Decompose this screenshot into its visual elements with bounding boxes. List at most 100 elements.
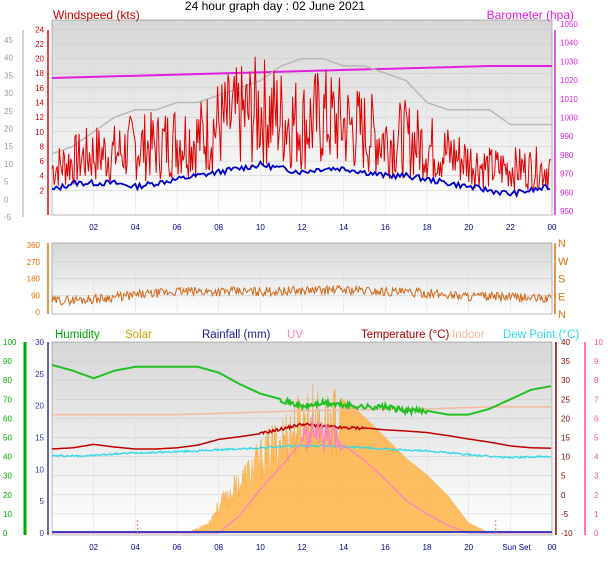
x-tick-label: 08 (214, 543, 223, 552)
chart-title: 24 hour graph day : 02 June 2021 (185, 0, 365, 13)
temp-tick-label: -5 (561, 510, 569, 519)
outer-tick-label: -5 (4, 213, 12, 222)
x-tick-label: 10 (256, 543, 265, 552)
humidity-tick-label: 50 (3, 434, 12, 443)
uv-tick-label: 10 (594, 338, 603, 347)
x-tick-label: 06 (173, 543, 182, 552)
humidity-tick-label: 20 (3, 491, 12, 500)
dewpoint-line (51, 444, 552, 460)
baro-tick-label: 1020 (560, 76, 578, 85)
humidity-line (51, 363, 552, 418)
temperature-line (51, 422, 551, 450)
legend-humidity: Humidity (55, 329, 100, 341)
humidity-tick-label: 40 (3, 453, 12, 462)
x-tick-label: 14 (339, 223, 348, 232)
baro-tick-label: 1000 (560, 114, 578, 123)
uv-tick-label: 0 (594, 529, 599, 538)
wind-tick-label: 6 (40, 157, 45, 166)
direction-line (51, 284, 552, 307)
baro-tick-label: 1040 (560, 39, 578, 48)
humidity-tick-label: 10 (3, 510, 12, 519)
direction-tick-label: 360 (27, 241, 41, 250)
wind-tick-label: 24 (35, 25, 44, 34)
outer-tick-label: 40 (4, 54, 13, 63)
temp-tick-label: 20 (561, 414, 570, 423)
humidity-tick-label: 100 (3, 338, 17, 347)
compass-label: E (558, 291, 565, 303)
wind-tick-label: 18 (35, 69, 44, 78)
compass-label: N (558, 238, 566, 250)
x-tick-label: 00 (548, 223, 557, 232)
direction-tick-label: 90 (31, 291, 40, 300)
legend-temperature: Temperature (°C) (361, 329, 449, 341)
x-tick-label: 16 (381, 223, 390, 232)
legend-rainfall: Rainfall (mm) (202, 329, 271, 341)
x-tick-label: 02 (89, 223, 98, 232)
outer-tick-label: 10 (4, 160, 13, 169)
temp-tick-label: 35 (561, 357, 570, 366)
wind-tick-label: 8 (40, 142, 45, 151)
legend-solar: Solar (125, 329, 152, 341)
rain-tick-label: 20 (35, 402, 44, 411)
uv-tick-label: 6 (594, 414, 599, 423)
windspeed-line (51, 56, 552, 191)
uv-tick-label: 3 (594, 472, 599, 481)
uv-tick-label: 5 (594, 434, 599, 443)
compass-label: N (558, 309, 566, 321)
x-tick-label: 20 (464, 223, 473, 232)
wind-tick-label: 4 (40, 172, 45, 181)
baro-tick-label: 1050 (560, 20, 578, 29)
x-tick-label: 14 (339, 543, 348, 552)
baro-tick-label: 960 (560, 188, 574, 197)
legend-indoor: Indoor (452, 329, 485, 341)
baro-tick-label: 950 (560, 207, 574, 216)
rain-tick-label: 0 (40, 529, 45, 538)
x-tick-label: 18 (423, 543, 432, 552)
x-tick-label: 12 (298, 223, 307, 232)
x-tick-label: 02 (89, 543, 98, 552)
uv-tick-label: 4 (594, 453, 599, 462)
x-tick-label: 18 (423, 223, 432, 232)
baro-tick-label: 990 (560, 132, 574, 141)
outer-tick-label: 30 (4, 89, 13, 98)
wind-tick-label: 2 (40, 186, 45, 195)
uv-tick-label: 7 (594, 395, 599, 404)
x-tick-label: 12 (298, 543, 307, 552)
wind-tick-label: 12 (35, 113, 44, 122)
x-tick-label: 04 (131, 543, 140, 552)
wind-average-line (51, 160, 551, 199)
outer-tick-label: 35 (4, 71, 13, 80)
temp-tick-label: 10 (561, 453, 570, 462)
uv-tick-label: 8 (594, 376, 599, 385)
uv-tick-label: 1 (594, 510, 599, 519)
wind-tick-label: 14 (35, 99, 44, 108)
x-tick-label: Sun Set (502, 543, 531, 552)
barometer-line (51, 65, 552, 79)
rain-tick-label: 10 (35, 465, 44, 474)
compass-label: W (558, 256, 569, 268)
baro-axis-title: Barometer (hpa) (487, 8, 574, 22)
humidity-tick-label: 0 (3, 529, 8, 538)
uv-tick-label: 9 (594, 357, 599, 366)
legend-dewpoint: Dew Point (°C) (503, 329, 579, 341)
direction-tick-label: 0 (36, 308, 41, 317)
outer-tick-label: 15 (4, 142, 13, 151)
x-tick-label: 22 (506, 223, 515, 232)
x-tick-label: 08 (214, 223, 223, 232)
outer-tick-label: 0 (4, 195, 9, 204)
wind-tick-label: 22 (35, 40, 44, 49)
wind-tick-label: 10 (35, 128, 44, 137)
legend-uv: UV (287, 329, 303, 341)
rain-tick-label: 25 (35, 370, 44, 379)
humidity-tick-label: 80 (3, 376, 12, 385)
baro-tick-label: 1010 (560, 95, 578, 104)
x-tick-label: 04 (131, 223, 140, 232)
temp-tick-label: 15 (561, 434, 570, 443)
outer-tick-label: 25 (4, 107, 13, 116)
compass-label: S (558, 274, 565, 286)
direction-tick-label: 270 (27, 258, 41, 267)
x-tick-label: 00 (548, 543, 557, 552)
direction-tick-label: 180 (27, 275, 41, 284)
baro-tick-label: 1030 (560, 57, 578, 66)
